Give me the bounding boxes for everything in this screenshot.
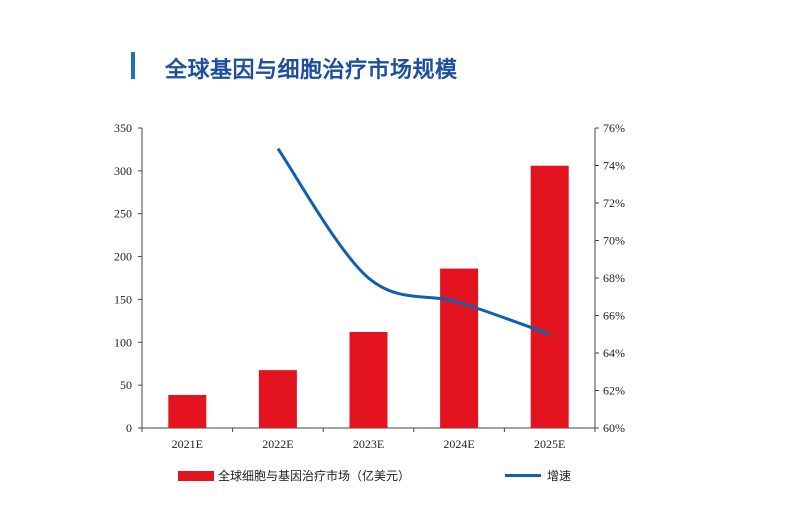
right-tick-label: 72% [603,196,625,210]
right-tick-label: 70% [603,234,625,248]
left-tick-label: 100 [114,335,132,349]
x-tick-label: 2024E [443,437,474,451]
legend-label-bar: 全球细胞与基因治疗市场（亿美元） [218,469,411,483]
legend-item-bar: 全球细胞与基因治疗市场（亿美元） [178,467,410,484]
right-tick-label: 66% [603,309,625,323]
legend-label-line: 增速 [547,469,572,483]
chart-title: 全球基因与细胞治疗市场规模 [165,58,458,83]
right-tick-label: 68% [603,271,625,285]
legend-item-line: 增速 [505,467,571,484]
left-tick-label: 350 [114,121,132,135]
bar-2023E [349,332,388,428]
bar-2022E [258,370,297,428]
bar-2025E [530,165,569,428]
bar-2024E [440,268,479,428]
left-tick-label: 200 [114,250,132,264]
right-tick-label: 62% [603,384,625,398]
left-tick-label: 0 [126,421,132,435]
right-tick-label: 60% [603,421,625,435]
right-tick-label: 64% [603,346,625,360]
x-tick-label: 2025E [534,437,565,451]
left-tick-label: 50 [120,378,132,392]
left-tick-label: 300 [114,164,132,178]
x-tick-label: 2022E [262,437,293,451]
right-tick-label: 74% [603,159,625,173]
bar-2021E [168,395,207,428]
growth-line [276,147,551,336]
x-tick-label: 2021E [172,437,203,451]
legend-swatch-bar [178,470,214,481]
left-tick-label: 250 [114,207,132,221]
title-accent-bar [131,52,135,79]
x-tick-label: 2023E [353,437,384,451]
left-tick-label: 150 [114,292,132,306]
legend-swatch-line [505,474,541,477]
right-tick-label: 76% [603,121,625,135]
